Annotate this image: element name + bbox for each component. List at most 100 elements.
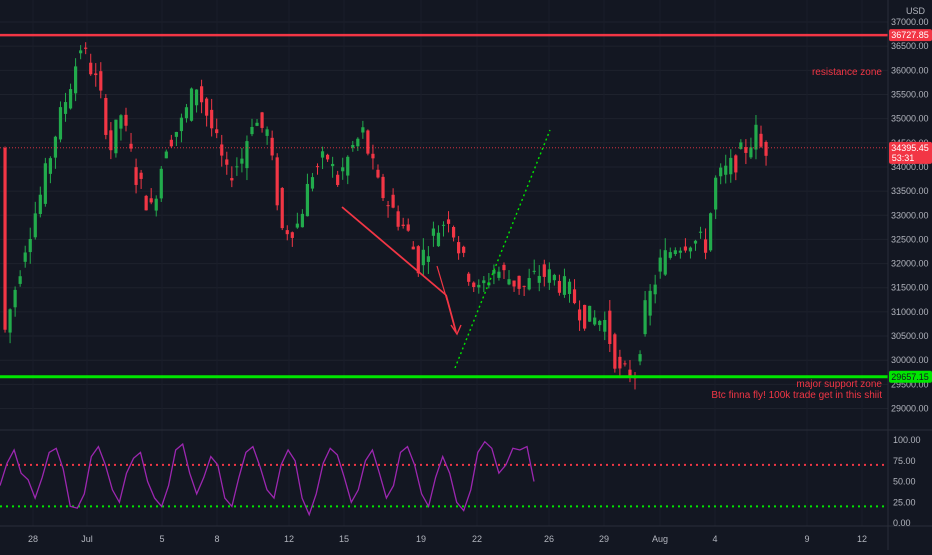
- candle-body: [593, 317, 597, 325]
- candle-body: [245, 141, 249, 169]
- candle-body: [310, 177, 315, 189]
- candle-body: [754, 124, 758, 150]
- candle-body: [391, 194, 395, 208]
- candle-body: [497, 271, 501, 278]
- candle-body: [472, 282, 476, 288]
- candle-body: [73, 66, 78, 94]
- candle-body: [114, 119, 118, 154]
- candle-body: [436, 232, 441, 247]
- candle-body: [482, 280, 486, 284]
- osc-tick-label: 25.00: [893, 497, 916, 507]
- candle-body: [305, 183, 310, 217]
- candle-body: [23, 252, 27, 262]
- svg-text:34395.45: 34395.45: [891, 143, 929, 153]
- candle-body: [43, 163, 47, 204]
- oscillator-line[interactable]: [0, 440, 535, 517]
- candle-body: [411, 246, 415, 250]
- oscillator-axis[interactable]: 100.00 75.00 50.00 25.00 0.00: [893, 435, 921, 528]
- candle-body: [703, 239, 708, 253]
- price-tick-label: 30000.00: [891, 355, 929, 365]
- candle-body: [567, 281, 572, 294]
- candle-body: [603, 319, 607, 332]
- candle-body: [709, 213, 713, 251]
- candle-body: [184, 107, 189, 119]
- breakdown-line[interactable]: [445, 294, 457, 333]
- candle-body: [235, 166, 239, 168]
- candle-body: [164, 151, 168, 159]
- candle-body: [124, 114, 128, 126]
- candle-body: [210, 109, 214, 129]
- price-tick-label: 33500.00: [891, 186, 929, 196]
- candle-body: [129, 143, 133, 149]
- candle-body: [693, 240, 698, 244]
- candle-body: [522, 285, 526, 287]
- candle-body: [552, 274, 556, 281]
- time-tick-label: 5: [159, 534, 164, 544]
- candle-body: [698, 231, 703, 233]
- candle-body: [144, 195, 148, 211]
- candle-countdown: 53:31: [892, 153, 915, 163]
- downtrend-line[interactable]: [341, 206, 447, 296]
- candle-body: [280, 188, 284, 229]
- candle-body: [139, 172, 143, 179]
- candle-body: [79, 50, 83, 54]
- price-tick-label: 31500.00: [891, 283, 929, 293]
- candle-body: [653, 284, 657, 295]
- candle-body: [734, 155, 738, 173]
- time-axis[interactable]: 28 Jul 5 8 12 15 19 22 26 29 Aug 4 9 12: [28, 534, 867, 544]
- candle-body: [169, 139, 173, 147]
- candle-body: [457, 242, 461, 254]
- time-tick-label: 26: [544, 534, 554, 544]
- candle-body: [678, 250, 682, 253]
- candle-body: [346, 156, 350, 176]
- price-tick-label: 29500.00: [891, 379, 929, 389]
- time-tick-label: 9: [804, 534, 809, 544]
- candle-body: [441, 224, 446, 226]
- candle-body: [608, 310, 612, 344]
- price-tick-label: 32000.00: [891, 259, 929, 269]
- candle-body: [542, 264, 546, 277]
- candle-body: [401, 224, 405, 226]
- candle-body: [663, 250, 667, 275]
- candle-body: [572, 289, 577, 304]
- candle-body: [537, 275, 541, 283]
- candle-body: [744, 147, 748, 153]
- candle-body: [583, 304, 587, 329]
- time-tick-label: Aug: [652, 534, 668, 544]
- candle-body: [285, 230, 289, 235]
- candle-body: [426, 256, 430, 262]
- candle-body: [351, 144, 355, 148]
- candle-body: [577, 309, 582, 321]
- resistance-zone-label: resistance zone: [812, 67, 882, 78]
- candle-body: [724, 165, 728, 175]
- candle-body: [381, 176, 385, 199]
- candle-body: [18, 276, 22, 284]
- candle-body: [356, 138, 360, 147]
- price-tick-label: 35000.00: [891, 114, 929, 124]
- candle-body: [28, 239, 32, 253]
- candle-body: [749, 147, 753, 158]
- candle-body: [260, 112, 264, 128]
- candle-body: [53, 136, 58, 158]
- candle-body: [336, 174, 340, 185]
- candle-body: [658, 257, 662, 272]
- candle-body: [3, 147, 7, 330]
- candle-body: [230, 178, 234, 181]
- candle-body: [729, 157, 733, 175]
- candle-body: [68, 89, 73, 109]
- time-tick-label: 19: [416, 534, 426, 544]
- candle-body: [492, 270, 496, 274]
- candle-body: [179, 117, 184, 132]
- candle-body: [446, 219, 451, 224]
- price-tick-label: 31000.00: [891, 307, 929, 317]
- arrow-head: [450, 324, 462, 336]
- candle-body: [315, 166, 320, 168]
- arrow-hint: [436, 265, 448, 301]
- time-tick-label: 29: [599, 534, 609, 544]
- candle-body: [325, 154, 330, 160]
- time-tick-label: 22: [472, 534, 482, 544]
- time-tick-label: 12: [857, 534, 867, 544]
- candle-body: [38, 194, 42, 214]
- candle-body: [331, 163, 335, 167]
